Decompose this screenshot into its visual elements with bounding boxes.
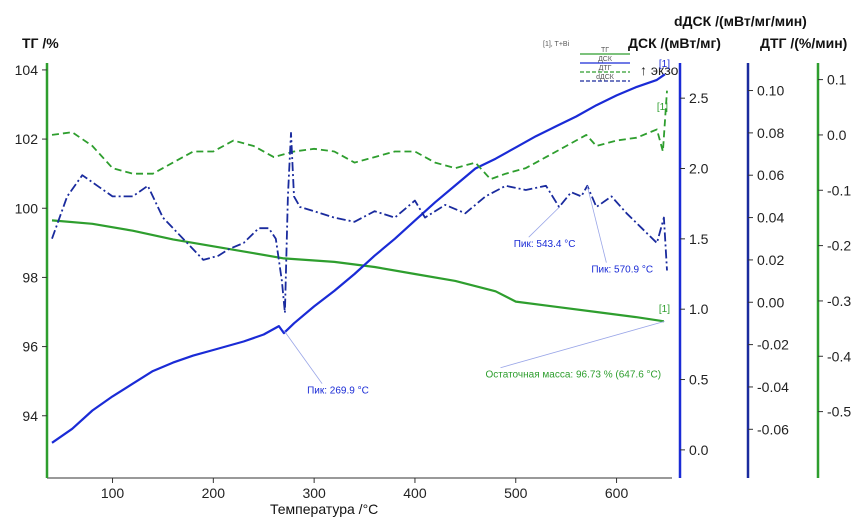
legend-label: ТГ [601, 47, 609, 54]
legend-title: [1], T+Bi [543, 41, 570, 48]
series-dtg-line [51, 90, 668, 181]
ddsc-tick-label: 0.10 [757, 83, 784, 99]
curve-end-marker: [1] [659, 304, 670, 315]
dsc-tick-label: 2.5 [689, 90, 709, 106]
peak-dsc-269-leader [283, 330, 323, 384]
residual-mass-label: Остаточная масса: 96.73 % (647.6 °C) [486, 370, 662, 381]
tg-tick-label: 98 [22, 269, 38, 285]
ddsc-tick-label: 0.08 [757, 125, 784, 141]
dtg-axis-title: ДТГ /(%/мин) [760, 35, 847, 51]
dsc-tick-label: 2.0 [689, 161, 709, 177]
dsc-tick-label: 0.5 [689, 372, 709, 388]
series-dsc-line [51, 73, 666, 444]
dtg-tick-label: 0.0 [827, 127, 847, 143]
ddsc-tick-label: -0.04 [757, 379, 789, 395]
legend-label: ДСК [598, 56, 613, 63]
legend-label: dДСК [596, 74, 615, 81]
x-tick-label: 400 [403, 485, 427, 501]
dtg-tick-label: -0.4 [827, 348, 851, 364]
dtg-tick-label: 0.1 [827, 72, 847, 88]
ddsc-tick-label: 0.06 [757, 167, 784, 183]
peak-ddsc-543-leader [528, 206, 560, 238]
tg-tick-label: 100 [15, 200, 39, 216]
legend-label: ДТГ [599, 65, 612, 72]
tg-tick-label: 94 [22, 408, 38, 424]
ddsc-tick-label: -0.06 [757, 421, 789, 437]
peak-dsc-269-label: Пик: 269.9 °C [307, 386, 369, 397]
x-tick-label: 100 [101, 485, 125, 501]
x-tick-label: 200 [202, 485, 226, 501]
dsc-axis-title: ДСК /(мВт/мг) [628, 35, 721, 51]
curve-end-marker: [1] [659, 59, 670, 70]
dtg-tick-label: -0.2 [827, 238, 851, 254]
series-tg-line [51, 219, 665, 323]
dsc-tick-label: 1.5 [689, 231, 709, 247]
residual-mass-leader [500, 320, 665, 369]
x-tick-label: 500 [504, 485, 528, 501]
peak-ddsc-543-label: Пик: 543.4 °C [514, 239, 576, 250]
series-ddsc-line [51, 132, 668, 314]
tg-tick-label: 102 [15, 131, 39, 147]
ddsc-tick-label: 0.04 [757, 210, 784, 226]
dtg-tick-label: -0.1 [827, 182, 851, 198]
x-axis-title: Температура /°C [270, 501, 378, 517]
x-tick-label: 300 [302, 485, 326, 501]
x-tick-label: 600 [605, 485, 629, 501]
dtg-tick-label: -0.5 [827, 404, 851, 420]
curve-end-marker: [1] [657, 102, 668, 113]
peak-ddsc-571-label: Пик: 570.9 °C [591, 265, 653, 276]
ddsc-tick-label: 0.00 [757, 294, 784, 310]
ddsc-tick-label: -0.02 [757, 337, 789, 353]
legend: [1], T+Bi ТГ ДСК ДТГ dДСК [543, 41, 630, 82]
dsc-tick-label: 1.0 [689, 301, 709, 317]
dtg-tick-label: -0.3 [827, 293, 851, 309]
dsc-tick-label: 0.0 [689, 442, 709, 458]
exo-direction-note: ↑ экзо [640, 62, 679, 78]
ddsc-axis-title: dДСК /(мВт/мг/мин) [674, 13, 807, 29]
tg-axis-title: ТГ /% [22, 35, 59, 51]
ddsc-tick-label: 0.02 [757, 252, 784, 268]
peak-ddsc-571-leader [586, 185, 607, 263]
tg-tick-label: 96 [22, 339, 38, 355]
tg-tick-label: 104 [15, 62, 39, 78]
